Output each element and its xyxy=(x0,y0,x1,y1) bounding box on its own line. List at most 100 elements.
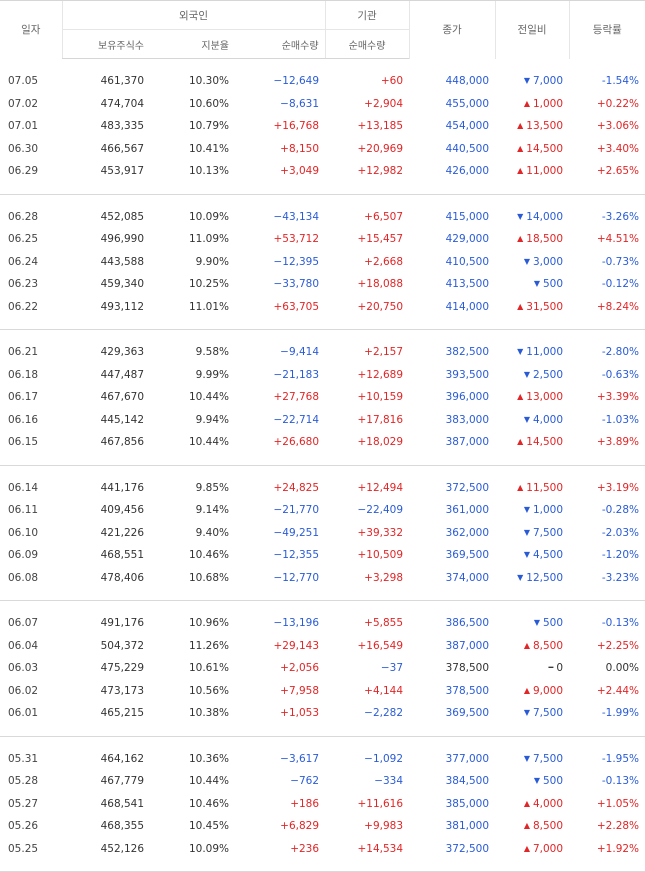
table-row: 07.02 474,704 10.60% −8,631 +2,904 455,000 ▲ 1,… xyxy=(0,93,645,116)
row-date: 07.02 xyxy=(8,97,39,110)
row-date: 06.01 xyxy=(8,707,39,720)
table-row: 06.07 491,176 10.96% −13,196 +5,855 386,500 ▼ 5… xyxy=(0,612,645,635)
row-change-value: 12,500 xyxy=(526,571,564,584)
row-rate: +3.06% xyxy=(596,120,640,133)
row-change-value: 500 xyxy=(542,775,564,788)
row-foreign-net: −21,770 xyxy=(273,504,320,517)
row-change-value: 500 xyxy=(542,278,564,291)
row-holdings: 443,588 xyxy=(100,255,144,268)
row-inst-net: +3,298 xyxy=(364,571,404,584)
row-change-value: 7,500 xyxy=(532,526,564,539)
table-row: 05.31 464,162 10.36% −3,617 −1,092 377,000 ▼ 7,… xyxy=(0,748,645,771)
table-body: 07.05 461,370 10.30% −12,649 +60 448,000 ▼ 7,00… xyxy=(0,59,645,872)
row-share: 10.46% xyxy=(188,797,229,810)
row-date: 05.26 xyxy=(8,820,39,833)
row-share: 10.36% xyxy=(188,752,229,765)
up-arrow-icon: ▲ xyxy=(523,821,530,831)
row-foreign-net: −43,134 xyxy=(273,210,320,223)
row-change: ▲ 8,500 xyxy=(495,815,569,838)
header-foreign: 외국인 xyxy=(61,0,326,30)
header-close: 종가 xyxy=(408,0,496,59)
row-rate: +3.40% xyxy=(596,142,640,155)
row-share: 9.14% xyxy=(195,504,229,517)
row-rate: -3.26% xyxy=(601,210,640,223)
row-rate: +3.19% xyxy=(596,481,640,494)
row-date: 06.14 xyxy=(8,481,39,494)
row-share: 10.13% xyxy=(188,165,229,178)
table-row: 06.10 421,226 9.40% −49,251 +39,332 362,000 ▼ 7… xyxy=(0,522,645,545)
down-arrow-icon: ▼ xyxy=(523,256,530,266)
row-change-value: 8,500 xyxy=(532,639,564,652)
row-share: 9.99% xyxy=(195,368,229,381)
row-close: 414,000 xyxy=(445,300,490,313)
row-close: 426,000 xyxy=(445,165,490,178)
row-share: 10.44% xyxy=(188,775,229,788)
flat-dash-icon: ━ xyxy=(548,663,554,673)
row-inst-net: +12,982 xyxy=(357,165,404,178)
row-change: ━ 0 xyxy=(495,657,569,680)
row-change: ▲ 11,000 xyxy=(495,160,569,183)
row-date: 06.29 xyxy=(8,165,39,178)
down-arrow-icon: ▼ xyxy=(517,211,524,221)
table-row: 06.25 496,990 11.09% +53,712 +15,457 429,000 ▲… xyxy=(0,228,645,251)
row-rate: +4.51% xyxy=(596,233,640,246)
row-date: 06.18 xyxy=(8,368,39,381)
row-share: 10.09% xyxy=(188,842,229,855)
row-foreign-net: +3,049 xyxy=(280,165,320,178)
row-change: ▼ 4,500 xyxy=(495,544,569,567)
row-rate: -1.99% xyxy=(601,707,640,720)
row-holdings: 465,215 xyxy=(100,707,144,720)
row-rate: +1.92% xyxy=(596,842,640,855)
row-date: 07.01 xyxy=(8,120,39,133)
group-divider xyxy=(0,860,645,872)
row-rate: -1.54% xyxy=(601,75,640,88)
row-change: ▲ 4,000 xyxy=(495,793,569,816)
row-share: 10.56% xyxy=(188,684,229,697)
row-close: 455,000 xyxy=(445,97,490,110)
down-arrow-icon: ▼ xyxy=(523,527,530,537)
row-close: 386,500 xyxy=(445,617,490,630)
row-foreign-net: +16,768 xyxy=(273,120,320,133)
group-spacer xyxy=(0,330,645,342)
up-arrow-icon: ▲ xyxy=(523,98,530,108)
row-holdings: 441,176 xyxy=(100,481,144,494)
row-holdings: 493,112 xyxy=(100,300,144,313)
row-holdings: 421,226 xyxy=(100,526,144,539)
row-close: 377,000 xyxy=(445,752,490,765)
row-share: 10.96% xyxy=(188,617,229,630)
row-close: 410,500 xyxy=(445,255,490,268)
table-row: 06.28 452,085 10.09% −43,134 +6,507 415,000 ▼ 1… xyxy=(0,206,645,229)
row-date: 06.30 xyxy=(8,142,39,155)
row-inst-net: +2,668 xyxy=(364,255,404,268)
row-holdings: 459,340 xyxy=(100,278,144,291)
row-inst-net: +6,507 xyxy=(364,210,404,223)
row-rate: +3.89% xyxy=(596,436,640,449)
row-close: 378,500 xyxy=(445,662,490,675)
row-change-value: 4,500 xyxy=(532,549,564,562)
row-close: 372,500 xyxy=(445,842,490,855)
up-arrow-icon: ▲ xyxy=(517,482,524,492)
row-share: 10.44% xyxy=(188,391,229,404)
row-holdings: 461,370 xyxy=(100,75,144,88)
row-close: 361,000 xyxy=(445,504,490,517)
row-change: ▲ 14,500 xyxy=(495,431,569,454)
row-change-value: 31,500 xyxy=(526,300,564,313)
row-change: ▼ 500 xyxy=(495,273,569,296)
row-rate: -1.95% xyxy=(601,752,640,765)
row-change: ▲ 13,000 xyxy=(495,386,569,409)
row-inst-net: −37 xyxy=(380,662,404,675)
row-change-value: 18,500 xyxy=(526,233,564,246)
row-close: 372,500 xyxy=(445,481,490,494)
row-foreign-net: −12,649 xyxy=(273,75,320,88)
row-share: 10.30% xyxy=(188,75,229,88)
row-change-value: 0 xyxy=(556,662,564,675)
row-close: 387,000 xyxy=(445,436,490,449)
row-share: 9.94% xyxy=(195,413,229,426)
row-close: 383,000 xyxy=(445,413,490,426)
row-inst-net: +5,855 xyxy=(364,617,404,630)
row-change-value: 4,000 xyxy=(532,797,564,810)
table-row: 06.09 468,551 10.46% −12,355 +10,509 369,500 ▼… xyxy=(0,544,645,567)
row-change-value: 14,000 xyxy=(526,210,564,223)
row-holdings: 475,229 xyxy=(100,662,144,675)
